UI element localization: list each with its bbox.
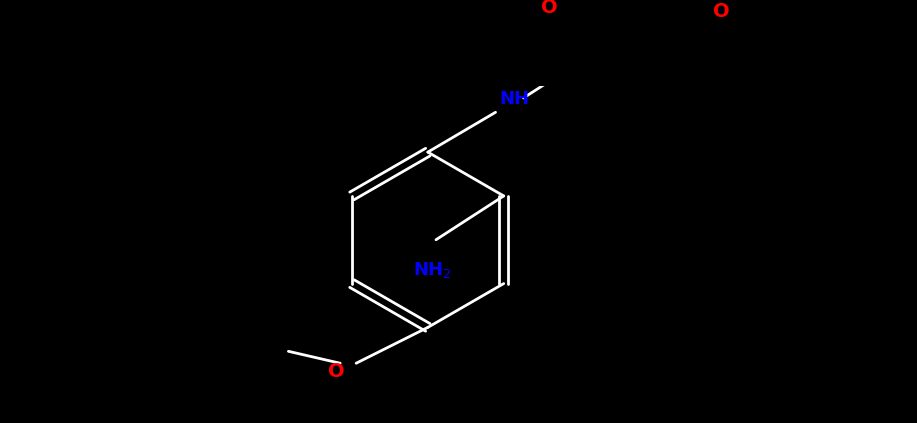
Text: NH: NH bbox=[500, 90, 529, 108]
Text: O: O bbox=[327, 362, 344, 381]
Text: O: O bbox=[541, 0, 558, 16]
Text: NH$_2$: NH$_2$ bbox=[413, 260, 451, 280]
Text: O: O bbox=[713, 2, 730, 21]
